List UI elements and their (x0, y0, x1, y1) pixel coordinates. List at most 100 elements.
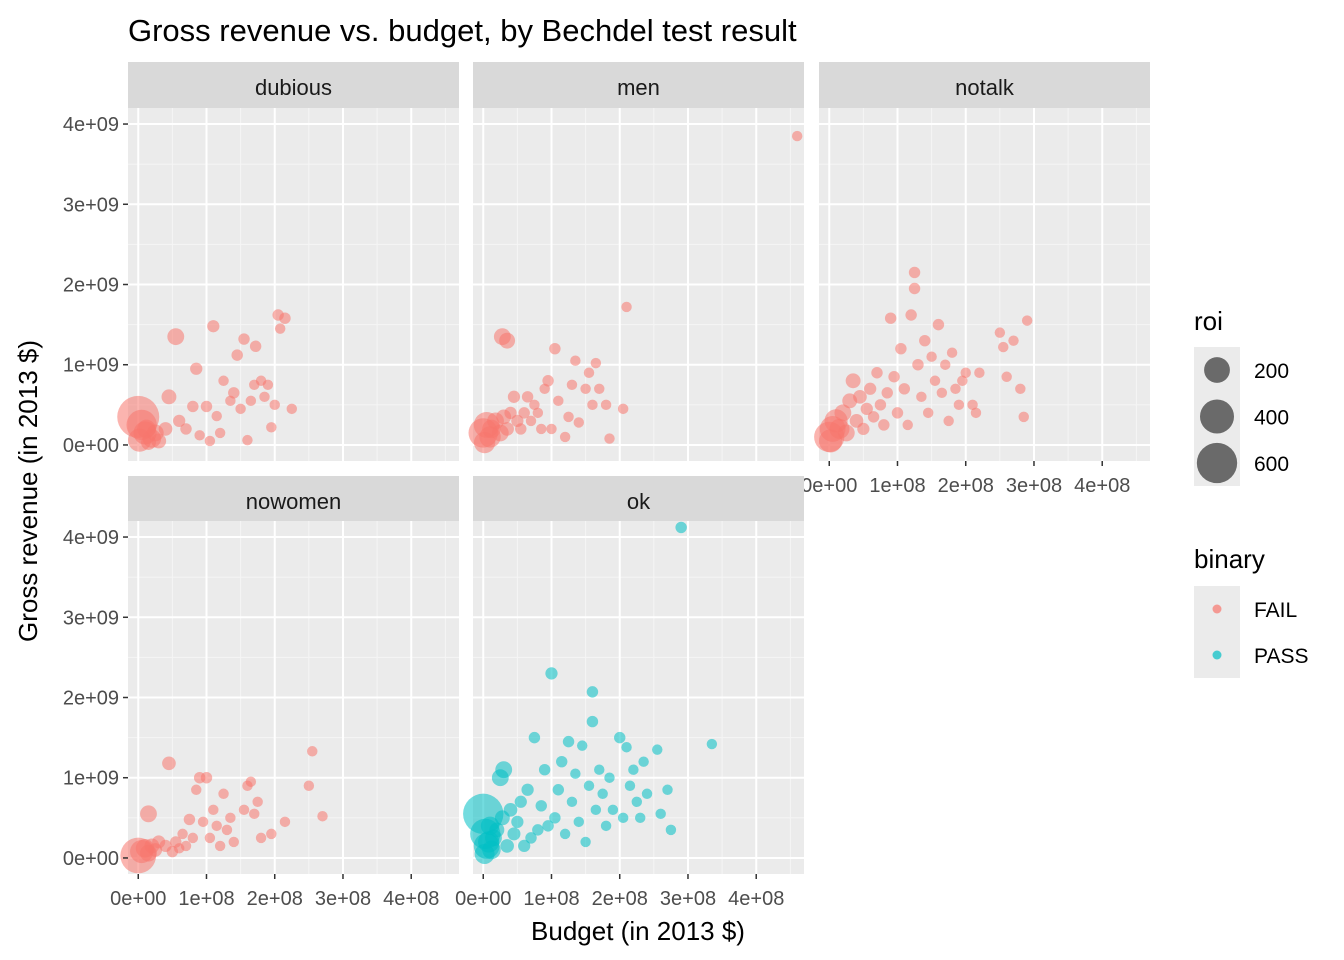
data-point (594, 764, 605, 775)
x-tick-label: 0e+00 (455, 888, 511, 910)
data-point (600, 820, 612, 832)
data-point (590, 804, 602, 816)
data-point (922, 407, 934, 419)
data-point (1015, 383, 1026, 395)
data-point (183, 813, 196, 826)
data-point (204, 832, 216, 844)
data-point (871, 367, 883, 379)
y-tick-label: 4e+09 (63, 114, 119, 136)
chart-title: Gross revenue vs. budget, by Bechdel tes… (128, 13, 797, 48)
data-point (562, 735, 575, 748)
data-point (177, 828, 188, 840)
data-point (604, 772, 615, 783)
data-point (518, 839, 531, 853)
data-point (905, 309, 917, 321)
data-point (307, 746, 318, 757)
data-point (970, 407, 982, 419)
y-tick-label: 3e+09 (63, 194, 119, 216)
legend-color-label: PASS (1254, 645, 1308, 668)
data-point (791, 130, 803, 142)
data-point (532, 407, 544, 419)
data-point (634, 812, 646, 824)
facet-strip-label: nowomen (246, 489, 341, 514)
x-tick-label: 4e+08 (728, 888, 784, 910)
data-point (545, 667, 558, 680)
facet-strip (128, 476, 459, 521)
data-point (536, 423, 547, 435)
data-point (249, 808, 260, 820)
data-point (279, 816, 291, 828)
data-point (553, 395, 564, 407)
x-axis-title: Budget (in 2013 $) (531, 916, 745, 946)
data-point (1018, 411, 1029, 423)
data-point (570, 768, 581, 779)
data-point (521, 391, 534, 403)
data-point (614, 731, 626, 744)
data-point (580, 383, 591, 395)
data-point (191, 784, 202, 795)
legend-size-key (1196, 442, 1238, 484)
data-point (929, 375, 941, 386)
data-point (583, 367, 595, 378)
data-point (957, 375, 968, 386)
data-point (950, 383, 961, 395)
data-point (525, 832, 537, 844)
x-tick-label: 2e+08 (247, 888, 303, 910)
data-point (576, 740, 588, 751)
data-point (566, 379, 578, 390)
data-point (998, 341, 1009, 353)
data-point (580, 836, 591, 848)
data-point (617, 403, 629, 415)
data-point (586, 686, 599, 698)
data-point (511, 815, 524, 828)
x-tick-label: 3e+08 (660, 888, 716, 910)
data-point (317, 811, 328, 822)
data-point (600, 399, 612, 411)
data-point (624, 780, 636, 791)
data-point (538, 763, 551, 776)
data-point (974, 367, 985, 378)
data-point (864, 382, 877, 395)
legend-size-title: roi (1194, 306, 1223, 336)
data-point (621, 742, 632, 753)
data-point (221, 824, 233, 836)
facet-strip (473, 62, 804, 108)
x-tick-label: 3e+08 (1006, 475, 1062, 497)
y-tick-label: 3e+09 (63, 607, 119, 629)
legend-color-keys-bg (1194, 586, 1240, 678)
facet-strip (473, 476, 804, 521)
x-tick-label: 1e+08 (178, 888, 234, 910)
data-point (559, 828, 571, 840)
facet-panel-nowomen: nowomen 0e+00 1e+09 2e+09 3e+09 4e+09 0e+00 1e+… (63, 476, 459, 910)
data-point (908, 266, 921, 279)
data-point (895, 342, 907, 355)
data-point (535, 800, 547, 812)
data-point (266, 422, 277, 433)
data-point (262, 379, 274, 390)
data-point (197, 816, 209, 828)
legend: roi binary 200 400 600 FAIL PASS (1194, 306, 1308, 678)
data-point (180, 840, 192, 852)
data-point (1001, 371, 1012, 382)
legend-color-key (1212, 650, 1222, 660)
data-point (943, 415, 954, 427)
data-point (874, 399, 887, 411)
data-point (489, 822, 505, 838)
y-tick-label: 0e+00 (63, 848, 119, 870)
data-point (655, 808, 666, 820)
data-point (521, 783, 534, 796)
facet-panel-ok: ok 0e+00 1e+08 2e+08 3e+08 4e+08 (455, 476, 804, 910)
x-tick-label: 1e+08 (523, 888, 579, 910)
data-point (556, 755, 568, 768)
data-point (628, 764, 639, 775)
y-axis-title: Gross revenue (in 2013 $) (13, 340, 43, 642)
data-point (549, 342, 561, 355)
facet-panel-men: men (468, 62, 804, 461)
legend-size-label: 400 (1254, 407, 1289, 430)
data-point (563, 411, 574, 423)
data-point (853, 389, 867, 404)
data-point (190, 362, 203, 375)
facet-panel-dubious: dubious 0e+00 1e+09 2e+09 3e+09 4e+09 (63, 62, 459, 461)
data-point (225, 812, 236, 824)
legend-color-label: FAIL (1254, 599, 1297, 622)
